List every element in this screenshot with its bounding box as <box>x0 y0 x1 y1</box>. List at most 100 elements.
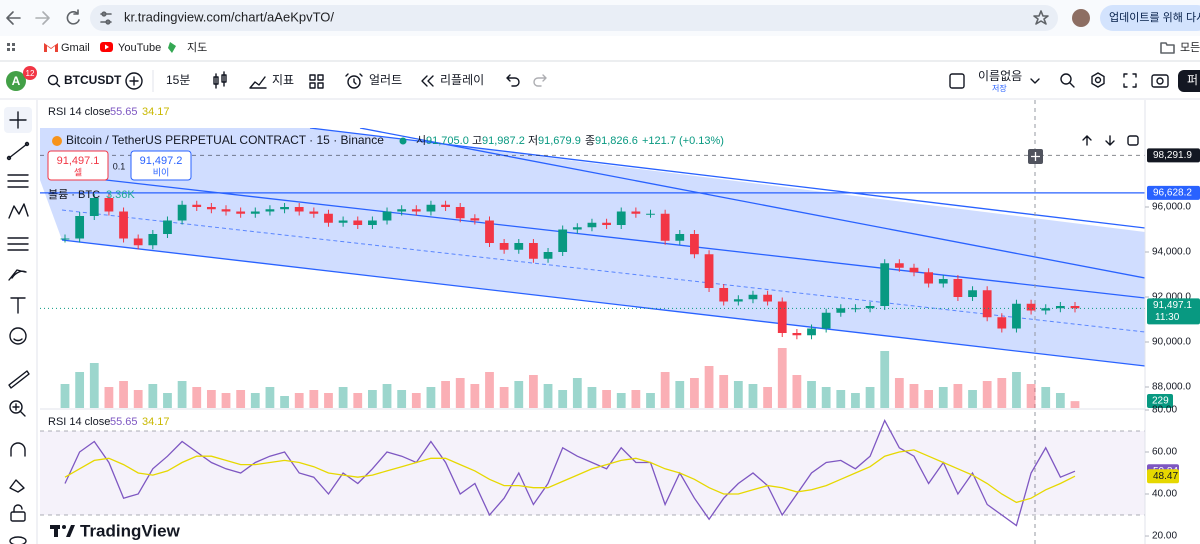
drawing-toolbar[interactable] <box>8 143 28 159</box>
replay-icon[interactable] <box>421 75 434 87</box>
site-info-icon[interactable] <box>100 11 112 25</box>
reload-button[interactable] <box>66 9 80 25</box>
layouts-button[interactable] <box>317 74 324 81</box>
indicator-legend[interactable]: RSI 14 close <box>48 416 110 428</box>
chart-type-button[interactable] <box>221 74 227 83</box>
undo-button[interactable] <box>506 74 520 87</box>
layouts-button[interactable] <box>317 82 324 89</box>
undo-button[interactable] <box>506 74 520 87</box>
indicator-legend[interactable]: RSI 14 close <box>48 106 110 118</box>
channel-drawing[interactable] <box>40 128 1145 367</box>
channel-drawing[interactable] <box>61 174 1145 299</box>
reload-button[interactable] <box>66 9 80 25</box>
publish-button[interactable] <box>1178 70 1200 92</box>
drawing-toolbar[interactable] <box>10 297 26 314</box>
layout-name[interactable]: 이름없음 <box>978 69 1022 83</box>
alert-icon[interactable] <box>345 73 363 85</box>
redo-button[interactable] <box>533 74 547 87</box>
channel-drawing[interactable] <box>40 128 1145 366</box>
apps-icon[interactable] <box>12 43 15 46</box>
redo-button[interactable] <box>533 74 547 87</box>
sell-button[interactable] <box>47 150 109 181</box>
symbol-search-icon[interactable] <box>47 74 59 86</box>
snapshot-button[interactable] <box>1151 74 1169 88</box>
compare-button[interactable] <box>125 72 143 90</box>
apps-icon[interactable] <box>7 43 15 51</box>
volume-legend[interactable]: 볼륨 · BTC <box>48 188 100 201</box>
chart-type-button[interactable] <box>213 71 227 89</box>
chart-type-button[interactable] <box>213 76 219 85</box>
fullscreen-button[interactable] <box>1123 73 1137 88</box>
drawing-toolbar[interactable] <box>9 327 27 345</box>
drawing-toolbar[interactable] <box>10 442 26 457</box>
site-info-icon[interactable] <box>105 19 111 25</box>
back-button[interactable] <box>6 11 21 25</box>
user-avatar[interactable] <box>6 71 26 91</box>
alert-icon[interactable] <box>345 73 363 89</box>
forward-button[interactable] <box>35 11 50 25</box>
drawing-toolbar[interactable] <box>9 536 27 544</box>
alert-icon[interactable] <box>347 75 361 89</box>
drawing-toolbar[interactable] <box>4 107 32 544</box>
settings-button[interactable] <box>1091 72 1105 88</box>
replay-icon[interactable] <box>421 75 434 87</box>
layouts-button[interactable] <box>309 74 316 81</box>
update-button[interactable] <box>1100 5 1200 31</box>
site-info-icon[interactable] <box>101 11 107 17</box>
apps-icon[interactable] <box>12 48 15 51</box>
settings-button[interactable] <box>1091 72 1105 88</box>
channel-drawing[interactable] <box>359 128 1145 279</box>
indicators-icon[interactable] <box>249 76 267 89</box>
bookmark[interactable]: Gmail <box>61 42 90 54</box>
indicators-icon[interactable] <box>249 76 267 89</box>
forward-button[interactable] <box>35 11 50 25</box>
pane-controls[interactable] <box>1082 135 1115 146</box>
drawing-toolbar[interactable] <box>9 111 27 129</box>
bookmark[interactable]: 모든 <box>1180 42 1200 54</box>
symbol-search-icon[interactable] <box>47 74 61 88</box>
drawing-toolbar[interactable] <box>7 237 29 251</box>
quick-search[interactable] <box>1069 82 1075 88</box>
symbol-search-icon[interactable] <box>55 82 61 88</box>
drawing-toolbar[interactable] <box>9 479 25 493</box>
bookmark[interactable]: YouTube <box>118 42 161 54</box>
drawing-toolbar[interactable] <box>13 338 23 342</box>
profile-avatar[interactable] <box>1072 9 1090 27</box>
compare-button[interactable] <box>125 72 143 90</box>
pane-controls[interactable] <box>1082 135 1139 146</box>
snapshot-button[interactable] <box>1151 74 1169 88</box>
buy-button[interactable] <box>130 150 192 181</box>
replay-button[interactable]: 리플레이 <box>440 73 484 87</box>
drawing-toolbar[interactable] <box>6 155 12 161</box>
compare-button[interactable] <box>129 76 139 86</box>
drawing-toolbar[interactable] <box>7 174 29 188</box>
channel-drawing[interactable] <box>61 239 1145 367</box>
alert-button[interactable]: 얼러트 <box>369 73 402 87</box>
indicators-button[interactable]: 지표 <box>272 73 294 87</box>
quick-search[interactable] <box>1060 73 1072 85</box>
layout-checkbox[interactable] <box>949 73 965 89</box>
interval-button[interactable]: 15분 <box>166 73 190 87</box>
drawing-toolbar[interactable] <box>9 400 23 414</box>
apps-icon[interactable] <box>7 48 10 51</box>
layouts-button[interactable] <box>309 82 316 89</box>
quick-search[interactable] <box>1060 73 1075 88</box>
drawing-toolbar[interactable] <box>10 511 26 522</box>
layout-menu[interactable] <box>1030 78 1040 84</box>
url-field[interactable] <box>90 5 1058 31</box>
drawing-toolbar[interactable] <box>12 403 26 417</box>
bookmark-star[interactable] <box>1033 10 1049 25</box>
fullscreen-button[interactable] <box>1123 73 1137 88</box>
layouts-button[interactable] <box>309 74 324 89</box>
drawing-toolbar[interactable] <box>8 203 29 219</box>
drawing-toolbar[interactable] <box>8 370 30 389</box>
snapshot-button[interactable] <box>1156 77 1164 85</box>
pane-controls[interactable] <box>1127 135 1139 146</box>
back-button[interactable] <box>6 11 21 25</box>
drawing-toolbar[interactable] <box>24 141 30 147</box>
bookmark[interactable]: 지도 <box>187 41 207 54</box>
symbol[interactable]: BTCUSDT <box>64 73 122 87</box>
settings-button[interactable] <box>1094 76 1102 84</box>
drawing-toolbar[interactable] <box>13 504 23 513</box>
drawing-toolbar[interactable] <box>8 269 27 281</box>
